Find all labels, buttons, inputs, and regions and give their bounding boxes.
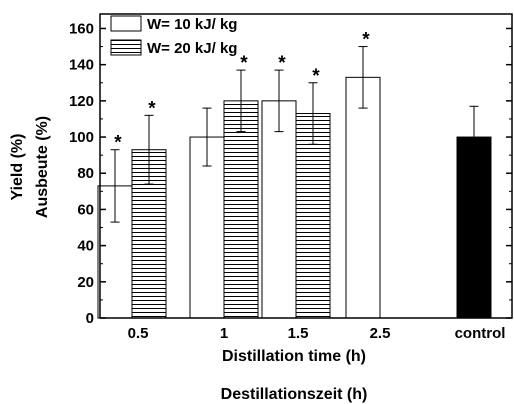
axis-ticks-layer: 0 20 40 60 80 100 120 140 160 0.5 1 1.5 2.5 control [69, 20, 512, 342]
y-tick-label-160: 160 [69, 20, 94, 37]
legend-label-w20: W= 20 kJ/ kg [147, 40, 237, 57]
significance-star-0-5-series-1: * [148, 98, 156, 119]
significance-star-1-5-series-0: * [278, 53, 286, 74]
significance-star-0-5-series-0: * [114, 133, 122, 154]
legend: W= 10 kJ/ kg W= 20 kJ/ kg [110, 15, 237, 57]
x-axis-title-de: Destillationszeit (h) [221, 386, 368, 403]
y-axis-title-en: Yield (%) [9, 134, 26, 201]
y-tick-label-0: 0 [86, 310, 94, 327]
x-tick-label-1-5: 1.5 [288, 325, 309, 342]
legend-label-w10: W= 10 kJ/ kg [147, 16, 237, 33]
bars-layer [97, 76, 492, 319]
y-tick-label-60: 60 [77, 201, 94, 218]
y-tick-label-140: 140 [69, 57, 94, 74]
significance-star-1-5-series-1: * [312, 66, 320, 87]
error-bars-layer [110, 46, 479, 223]
bar-2-5-series-0 [345, 76, 381, 319]
x-tick-label-control: control [455, 325, 506, 342]
legend-swatch-w10 [110, 15, 142, 32]
bar-1-series-1 [223, 100, 259, 319]
x-tick-label-2-5: 2.5 [370, 325, 391, 342]
y-tick-label-80: 80 [77, 165, 94, 182]
x-tick-label-0-5: 0.5 [128, 325, 149, 342]
x-axis-title-en: Distillation time (h) [222, 348, 366, 365]
significance-markers-layer: * * * * * * [114, 30, 370, 154]
bar-1-5-series-0 [261, 100, 297, 319]
y-axis-title-de: Ausbeute (%) [34, 116, 51, 218]
plot-frame [99, 13, 513, 319]
y-tick-label-120: 120 [69, 93, 94, 110]
significance-star-1-series-1: * [240, 53, 248, 74]
bar-1-5-series-1 [295, 113, 331, 319]
x-tick-label-1: 1 [220, 325, 228, 342]
y-tick-label-100: 100 [69, 129, 94, 146]
bar-1-series-0 [189, 136, 225, 319]
y-tick-label-20: 20 [77, 274, 94, 291]
y-tick-label-40: 40 [77, 238, 94, 255]
significance-star-2-5-series-0: * [362, 30, 370, 51]
legend-swatch-w20 [110, 39, 142, 56]
